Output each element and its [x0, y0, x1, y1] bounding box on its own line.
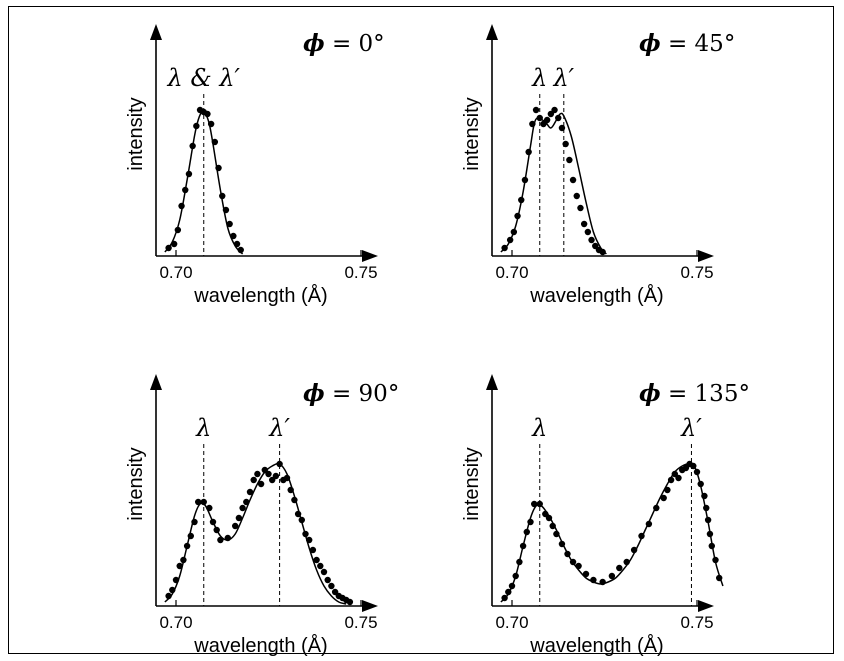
peak-label: λ′ — [680, 414, 702, 442]
phi-symbol: ϕ — [303, 30, 325, 57]
x-tick-label: 0.70 — [159, 613, 192, 632]
x-axis-arrow — [698, 600, 714, 612]
panel-1: 0.70 0.75 wavelength (Å) intensity ϕ = 45° λ λ… — [461, 24, 735, 307]
x-tick-label: 0.70 — [159, 263, 192, 282]
data-point — [232, 522, 239, 530]
data-point — [250, 476, 257, 484]
data-point — [346, 598, 354, 606]
data-point — [573, 192, 580, 200]
fit-curve — [500, 112, 607, 255]
x-axis-arrow — [698, 250, 714, 262]
x-axis-label: wavelength (Å) — [529, 634, 663, 657]
x-tick-label: 0.75 — [680, 613, 713, 632]
data-point — [580, 220, 588, 228]
fit-curve — [500, 463, 724, 603]
data-point — [569, 176, 577, 184]
peak-label: λ — [195, 414, 211, 442]
phi-symbol: ϕ — [639, 30, 661, 57]
data-point — [320, 568, 328, 576]
y-axis-label: intensity — [461, 97, 483, 170]
phi-symbol: ϕ — [303, 380, 325, 407]
y-axis-arrow — [150, 24, 162, 40]
data-point — [551, 106, 558, 114]
data-point — [246, 488, 254, 496]
data-point — [616, 564, 623, 572]
x-tick-label: 0.75 — [344, 263, 377, 282]
panel-title: ϕ = 90° — [303, 380, 399, 407]
data-point — [265, 470, 272, 478]
x-axis-label: wavelength (Å) — [193, 284, 327, 307]
data-point — [608, 572, 616, 580]
data-point — [239, 504, 246, 512]
panel-3: 0.70 0.75 wavelength (Å) intensity ϕ = 135° λ… — [461, 374, 750, 657]
x-axis-label: wavelength (Å) — [529, 284, 663, 307]
data-point — [566, 156, 573, 164]
figure-frame — [8, 6, 834, 654]
data-point — [226, 220, 233, 228]
data-point — [588, 236, 595, 244]
panel-title: ϕ = 45° — [639, 30, 735, 57]
x-axis-label: wavelength (Å) — [193, 634, 327, 657]
data-point — [317, 562, 324, 570]
peak-label: λ & λ′ — [167, 64, 241, 92]
data-point — [577, 204, 584, 212]
panel-title: ϕ = 0° — [303, 30, 385, 57]
fit-curve — [164, 110, 244, 255]
data-point — [675, 474, 682, 482]
data-point — [313, 556, 320, 564]
phi-value: = 0° — [325, 31, 385, 57]
y-axis-label: intensity — [125, 97, 147, 170]
y-axis-label: intensity — [125, 447, 147, 520]
peak-label: λ′ — [552, 64, 574, 92]
x-tick-label: 0.70 — [495, 263, 528, 282]
y-axis-arrow — [486, 374, 498, 390]
data-point — [660, 494, 667, 502]
peak-label: λ — [531, 414, 547, 442]
phi-value: = 135° — [661, 381, 750, 407]
data-point — [254, 470, 261, 478]
data-point — [235, 514, 243, 522]
x-axis-arrow — [362, 600, 378, 612]
x-tick-label: 0.75 — [680, 263, 713, 282]
data-point — [599, 248, 606, 256]
y-axis-label: intensity — [461, 447, 483, 520]
panel-2: 0.70 0.75 wavelength (Å) intensity ϕ = 90° λ λ… — [125, 374, 399, 657]
fit-curve — [164, 462, 347, 605]
x-axis-arrow — [362, 250, 378, 262]
data-point — [257, 480, 265, 488]
data-point — [558, 124, 566, 132]
phi-value: = 45° — [661, 31, 736, 57]
data-point — [309, 546, 317, 554]
peak-label: λ — [531, 64, 547, 92]
peak-label: λ′ — [268, 414, 290, 442]
data-point — [584, 228, 592, 236]
data-point — [324, 576, 331, 584]
data-point — [562, 140, 569, 148]
x-tick-label: 0.70 — [495, 613, 528, 632]
data-point — [272, 472, 280, 480]
y-axis-arrow — [150, 374, 162, 390]
data-point — [328, 582, 335, 590]
panel-0: 0.70 0.75 wavelength (Å) intensity ϕ = 0° λ &… — [125, 24, 385, 307]
x-tick-label: 0.75 — [344, 613, 377, 632]
phi-value: = 90° — [325, 381, 400, 407]
y-axis-arrow — [486, 24, 498, 40]
phi-symbol: ϕ — [639, 380, 661, 407]
panel-title: ϕ = 135° — [639, 380, 750, 407]
data-point — [532, 106, 540, 114]
